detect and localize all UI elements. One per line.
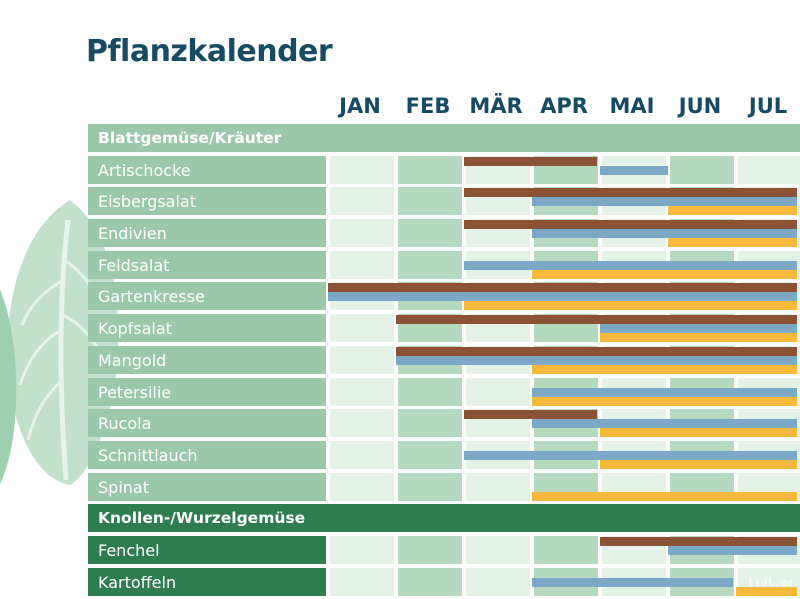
plant-name: Kartoffeln (98, 573, 177, 592)
calendar-cell (466, 473, 530, 501)
row-label: Schnittlauch (88, 441, 326, 469)
calendar-cell (330, 568, 394, 596)
row-label: Fenchel (88, 536, 326, 564)
calendar-cell (466, 536, 530, 564)
calendar-cell (330, 187, 394, 215)
row-label: Endivien (88, 219, 326, 247)
plant-period-bar (396, 356, 798, 365)
plant-name: Mangold (98, 351, 167, 370)
harvest-period-bar (600, 333, 798, 342)
plant-name: Fenchel (98, 541, 160, 560)
calendar-cell (398, 536, 462, 564)
calendar-cell (330, 409, 394, 437)
calendar-cell (330, 346, 394, 374)
row-label: Mangold (88, 346, 326, 374)
harvest-period-bar (532, 365, 798, 374)
calendar-cell (466, 378, 530, 406)
section-title: Knollen-/Wurzelgemüse (98, 509, 306, 528)
harvest-period-bar (532, 492, 798, 501)
row-label: Artischocke (88, 156, 326, 184)
plant-name: Rucola (98, 414, 152, 433)
calendar-cell (398, 473, 462, 501)
row-label: Gartenkresse (88, 282, 326, 310)
calendar-cell (466, 568, 530, 596)
row-label: Petersilie (88, 378, 326, 406)
row-label: Kartoffeln (88, 568, 326, 596)
calendar-cell (398, 187, 462, 215)
calendar-cell (398, 219, 462, 247)
row-label: Feldsalat (88, 251, 326, 279)
calendar-cell (398, 251, 462, 279)
harvest-period-bar (668, 238, 798, 247)
sow-period-bar (328, 283, 798, 292)
sow-period-bar (396, 347, 798, 356)
section-title: Blattgemüse/Kräuter (98, 129, 282, 147)
plant-period-bar (532, 388, 798, 397)
plant-period-bar (464, 451, 798, 460)
sow-period-bar (464, 157, 597, 166)
harvest-period-bar (600, 460, 798, 469)
calendar-cell (330, 536, 394, 564)
sow-period-bar (600, 537, 798, 546)
plant-period-bar (532, 197, 798, 206)
calendar-cell (398, 378, 462, 406)
section-header: Knollen-/Wurzelgemüse (88, 504, 800, 533)
plant-name: Gartenkresse (98, 287, 205, 306)
plant-name: Spinat (98, 478, 149, 497)
calendar-cell (330, 251, 394, 279)
calendar-cell (330, 156, 394, 184)
calendar-cell (398, 156, 462, 184)
plant-period-bar (532, 229, 798, 238)
sow-period-bar (464, 410, 597, 419)
harvest-period-bar (532, 397, 798, 406)
plant-name: Artischocke (98, 161, 191, 180)
sow-period-bar (396, 315, 798, 324)
plant-period-bar (532, 578, 733, 587)
plant-period-bar (328, 292, 798, 301)
month-label-mär: MÄR (469, 94, 523, 118)
harvest-period-bar (464, 301, 798, 310)
section-header: Blattgemüse/Kräuter (88, 124, 800, 152)
row-label: Rucola (88, 409, 326, 437)
harvest-period-bar (668, 206, 798, 215)
month-label-mai: MAI (609, 94, 655, 118)
plant-period-bar (532, 419, 798, 428)
sow-period-bar (464, 188, 798, 197)
calendar-cell (330, 219, 394, 247)
month-label-feb: FEB (405, 94, 451, 118)
calendar-cell (398, 409, 462, 437)
plant-name: Kopfsalat (98, 319, 172, 338)
calendar-cell (534, 536, 598, 564)
page-title: Pflanzkalender (86, 34, 333, 69)
calendar-cell (330, 314, 394, 342)
sow-period-bar (464, 220, 798, 229)
calendar-cell (738, 156, 800, 184)
harvest-period-bar (736, 587, 798, 596)
calendar-cell (670, 156, 734, 184)
harvest-period-bar (532, 270, 798, 279)
row-label: Kopfsalat (88, 314, 326, 342)
plant-name: Schnittlauch (98, 446, 198, 465)
calendar-cell (330, 441, 394, 469)
plant-name: Petersilie (98, 383, 172, 402)
row-label: Spinat (88, 473, 326, 501)
plant-name: Feldsalat (98, 256, 170, 275)
row-label: Eisbergsalat (88, 187, 326, 215)
harvest-period-bar (600, 428, 798, 437)
plant-period-bar (464, 261, 798, 270)
plant-period-bar (600, 166, 668, 175)
calendar-cell (398, 441, 462, 469)
month-label-jul: JUL (748, 94, 788, 118)
plant-name: Eisbergsalat (98, 192, 197, 211)
calendar-cell (398, 568, 462, 596)
plant-name: Endivien (98, 224, 167, 243)
watermark: lidl.de (748, 578, 794, 589)
plant-period-bar (600, 324, 798, 333)
calendar-cell (330, 378, 394, 406)
month-label-jun: JUN (678, 94, 722, 118)
plant-period-bar (668, 546, 798, 555)
month-label-jan: JAN (339, 94, 381, 118)
calendar-cell (330, 473, 394, 501)
month-label-apr: APR (540, 94, 588, 118)
